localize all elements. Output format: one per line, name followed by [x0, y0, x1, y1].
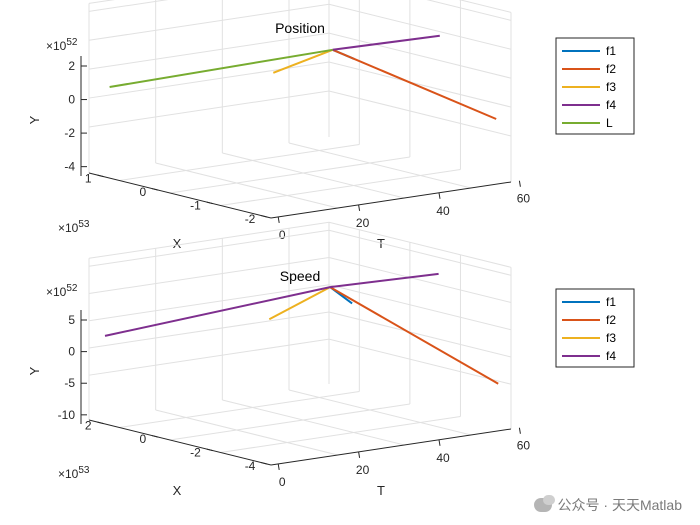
x-tick-mark — [206, 201, 213, 205]
x-exponent-label: ×1053 — [58, 465, 90, 481]
t-axis-label: T — [377, 483, 385, 498]
t-tick-label: 60 — [517, 192, 531, 206]
t-tick-label: 60 — [517, 439, 531, 453]
legend-label-f3: f3 — [606, 331, 616, 345]
t-tick-mark — [358, 451, 361, 458]
y-tick-label: 0 — [68, 93, 75, 107]
x-tick-label: -4 — [245, 459, 256, 473]
grid-line — [119, 391, 360, 428]
grid-line — [88, 338, 512, 385]
legend-label-f1: f1 — [606, 44, 616, 58]
grid-line — [88, 90, 512, 137]
x-tick-mark — [152, 188, 159, 191]
t-tick-mark — [518, 180, 521, 187]
x-axis-label: X — [173, 236, 182, 251]
axes-lines — [80, 310, 521, 471]
y-tick-label: -5 — [64, 376, 75, 390]
grid-line — [88, 229, 512, 276]
x-tick-label: 2 — [85, 419, 92, 433]
y-tick-label: -2 — [64, 126, 75, 140]
series-line-L — [109, 48, 333, 88]
grid-line — [119, 144, 360, 181]
legend-label-f2: f2 — [606, 313, 616, 327]
y-tick-label: 2 — [68, 59, 75, 73]
t-tick-mark — [358, 204, 361, 211]
grid-line — [88, 221, 512, 268]
legend-label-f2: f2 — [606, 62, 616, 76]
series-line-f3 — [268, 286, 331, 321]
t-axis-line — [270, 428, 512, 466]
grid-line — [88, 61, 512, 108]
x-tick-label: -2 — [190, 446, 201, 460]
t-tick-mark — [277, 463, 280, 471]
chart-title: Speed — [280, 268, 320, 284]
t-tick-label: 0 — [279, 475, 286, 489]
y-axis-label: Y — [27, 115, 42, 124]
x-tick-mark — [152, 435, 159, 438]
grid-lines — [88, 221, 512, 456]
watermark: 公众号 · 天天Matlab — [533, 495, 682, 515]
y-tick-label: -10 — [58, 408, 76, 422]
series-line-f4 — [332, 34, 440, 51]
wechat-icon — [533, 495, 555, 512]
t-tick-label: 0 — [279, 228, 286, 242]
t-axis-line — [270, 181, 512, 219]
t-tick-label: 40 — [436, 451, 450, 465]
y-tick-label: 5 — [68, 313, 75, 327]
x-exponent-label: ×1053 — [58, 219, 90, 235]
y-tick-label: -4 — [64, 160, 75, 174]
x-tick-mark — [206, 448, 213, 452]
y-exponent-label: ×1052 — [46, 283, 78, 299]
legend-label-f1: f1 — [606, 295, 616, 309]
x-tick-mark — [97, 174, 104, 178]
series-line-f3 — [272, 48, 334, 74]
watermark-text: 公众号 · 天天Matlab — [557, 497, 682, 513]
x-tick-mark — [261, 215, 268, 218]
x-tick-label: 1 — [85, 172, 92, 186]
t-tick-label: 20 — [356, 463, 370, 477]
grid-line — [88, 257, 512, 304]
t-tick-mark — [277, 216, 280, 224]
x-tick-label: -1 — [190, 199, 201, 213]
x-axis-line — [88, 419, 272, 466]
x-tick-label: 0 — [139, 432, 146, 446]
x-axis-label: X — [173, 483, 182, 498]
x-tick-label: -2 — [245, 212, 256, 226]
grid-line — [88, 32, 512, 79]
grid-line — [88, 311, 512, 358]
grid-line — [88, 284, 512, 331]
x-axis-line — [88, 172, 272, 219]
x-tick-mark — [261, 462, 268, 465]
chart-title: Position — [275, 20, 325, 36]
y-tick-label: 0 — [68, 345, 75, 359]
t-tick-mark — [518, 427, 521, 434]
grid-line — [88, 0, 512, 21]
t-tick-label: 20 — [356, 216, 370, 230]
x-tick-label: 0 — [139, 185, 146, 199]
legend-label-f3: f3 — [606, 80, 616, 94]
grid-line — [88, 3, 512, 50]
legend-label-f4: f4 — [606, 98, 616, 112]
series-line-f2 — [332, 48, 497, 120]
t-tick-mark — [438, 192, 441, 199]
axes-lines — [80, 56, 521, 224]
series-line-f4 — [104, 272, 439, 337]
t-tick-label: 40 — [436, 204, 450, 218]
t-tick-mark — [438, 439, 441, 446]
y-exponent-label: ×1052 — [46, 37, 78, 53]
y-axis-label: Y — [27, 366, 42, 375]
legend-label-f4: f4 — [606, 349, 616, 363]
series-line-f2 — [329, 286, 499, 385]
legend-label-L: L — [606, 116, 613, 130]
x-tick-mark — [97, 421, 104, 425]
